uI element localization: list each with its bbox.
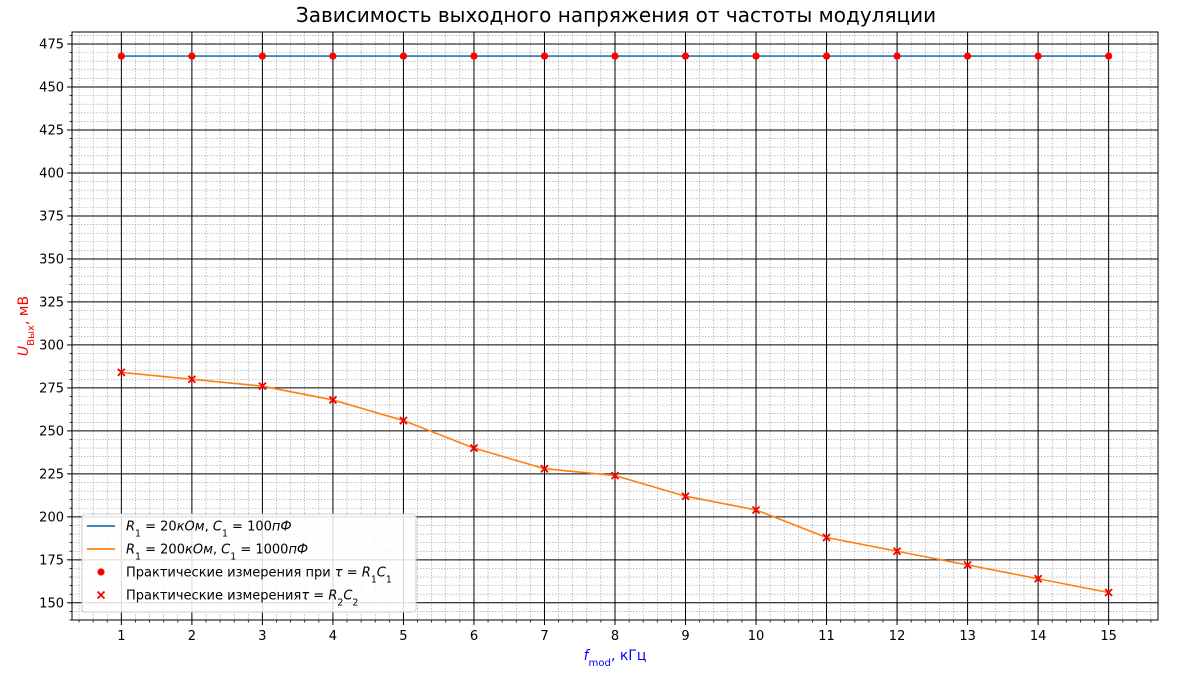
y-tick-label: 275 <box>39 381 64 396</box>
y-tick-label: 475 <box>39 38 64 53</box>
x-tick-label: 7 <box>540 629 548 644</box>
x-tick-label: 9 <box>681 629 689 644</box>
y-tick-label: 250 <box>39 424 64 439</box>
data-point-x <box>540 464 549 473</box>
legend-box <box>81 513 417 613</box>
legend-item-1: R1 = 20кОм, C1 = 100пФ <box>87 520 292 540</box>
chart-title: Зависимость выходного напряжения от част… <box>296 3 936 27</box>
data-point-x <box>610 471 620 480</box>
legend-item-4: Практические измеренияτ = R2C2 <box>96 589 358 609</box>
major-grid <box>72 32 1158 620</box>
x-tick-label: 5 <box>399 629 407 644</box>
data-point-circle <box>1105 52 1113 60</box>
data-point-x <box>681 492 690 501</box>
data-point-x <box>469 443 479 453</box>
y-tick-label: 175 <box>39 553 64 568</box>
data-point-circle <box>540 52 549 60</box>
axis-ticks: 1 2 3 4 5 6 7 8 9 10 11 12 13 14 151501752002252502753… <box>39 35 1152 644</box>
x-tick-label: 1 <box>117 629 125 644</box>
y-tick-label: 450 <box>39 81 64 96</box>
legend-label: Практические измеренияτ = R2C2 <box>126 589 358 609</box>
data-point-x <box>751 505 761 515</box>
legend-x-marker <box>96 590 106 600</box>
y-tick-label: 400 <box>39 166 64 181</box>
x-tick-label: 8 <box>611 629 619 644</box>
legend: R1 = 20кОм, C1 = 100пФ R1 = 200кОм, C1 = … <box>81 513 417 613</box>
data-point-circle <box>117 52 125 60</box>
data-point-x <box>963 560 972 570</box>
y-tick-label: 300 <box>39 338 64 353</box>
data-point-x <box>892 547 902 556</box>
x-tick-label: 13 <box>959 629 976 644</box>
data-point-circle <box>893 52 901 60</box>
data-point-x <box>399 416 408 425</box>
legend-circle-marker <box>97 568 105 576</box>
data-point-circle <box>822 52 831 60</box>
data-point-x <box>328 395 338 405</box>
data-point-circle <box>752 52 760 60</box>
x-tick-label: 12 <box>889 629 906 644</box>
data-point-x <box>258 382 267 391</box>
y-tick-label: 350 <box>39 252 64 267</box>
x-tick-label: 4 <box>329 629 337 644</box>
legend-item-3: Практические измерения при τ = R1C1 <box>97 566 392 586</box>
x-tick-label: 14 <box>1030 629 1047 644</box>
y-tick-label: 325 <box>39 295 64 310</box>
data-point-x <box>187 375 197 384</box>
y-axis-label: UВых, мВ <box>16 296 37 356</box>
data-point-circle <box>470 52 478 60</box>
y-tick-label: 200 <box>39 510 64 525</box>
x-tick-label: 2 <box>188 629 196 644</box>
data-point-circle <box>399 52 408 60</box>
x-tick-label: 15 <box>1100 629 1117 644</box>
y-tick-label: 225 <box>39 467 64 482</box>
x-tick-label: 6 <box>470 629 478 644</box>
data-point-x <box>117 368 126 377</box>
legend-label: R1 = 200кОм, C1 = 1000пФ <box>126 543 308 563</box>
series-layer <box>117 52 1113 597</box>
data-point-circle <box>681 52 690 60</box>
legend-label: Практические измерения при τ = R1C1 <box>126 566 392 586</box>
x-axis-label: fmod, кГц <box>584 648 647 669</box>
legend-label: R1 = 20кОм, C1 = 100пФ <box>126 520 292 540</box>
data-point-x <box>1104 588 1113 597</box>
data-point-x <box>822 533 831 542</box>
x-tick-label: 10 <box>748 629 765 644</box>
legend-item-2: R1 = 200кОм, C1 = 1000пФ <box>87 543 308 563</box>
y-tick-label: 375 <box>39 209 64 224</box>
data-point-circle <box>611 52 619 60</box>
y-tick-label: 425 <box>39 124 64 139</box>
data-point-circle <box>258 52 267 60</box>
data-point-circle <box>963 52 972 60</box>
data-point-circle <box>329 52 337 60</box>
data-point-circle <box>188 52 196 60</box>
y-tick-label: 150 <box>39 596 64 611</box>
x-tick-label: 3 <box>258 629 266 644</box>
data-point-circle <box>1034 52 1042 60</box>
x-tick-label: 11 <box>818 629 835 644</box>
data-point-x <box>1033 574 1043 583</box>
